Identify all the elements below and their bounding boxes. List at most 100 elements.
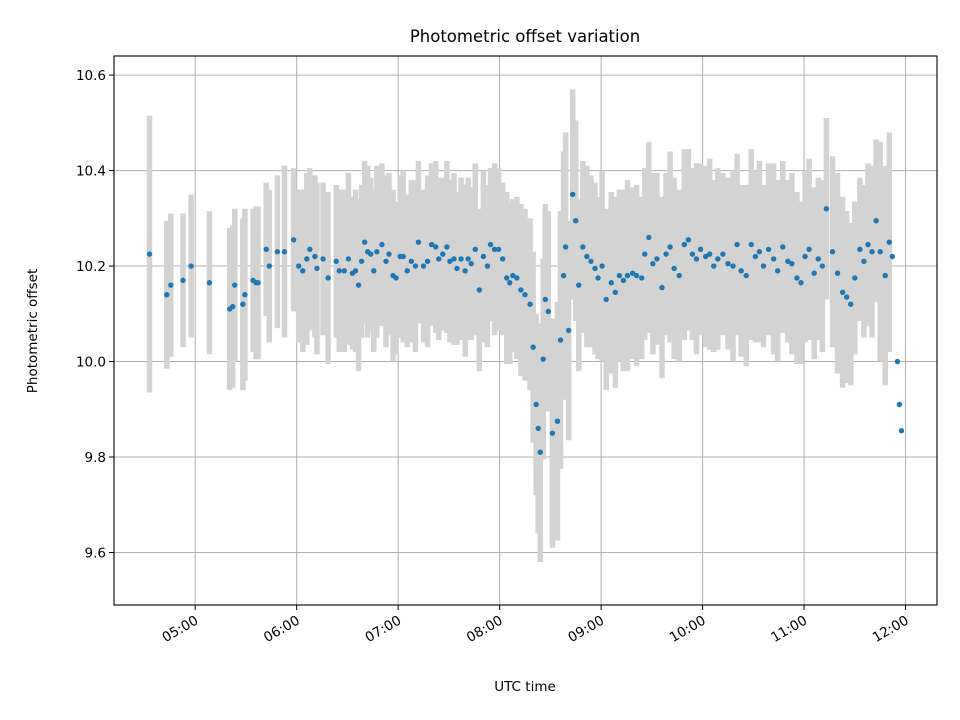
data-point — [898, 428, 905, 434]
data-point — [295, 263, 302, 269]
data-point — [839, 289, 846, 296]
data-point — [440, 251, 446, 257]
data-point — [518, 287, 524, 293]
data-point — [458, 256, 464, 262]
data-point — [263, 246, 269, 253]
data-point — [843, 294, 850, 300]
data-point — [358, 258, 365, 264]
data-point — [255, 280, 261, 286]
data-point — [667, 244, 673, 250]
chart-title: Photometric offset variation — [410, 27, 640, 46]
data-point — [638, 275, 645, 281]
data-point — [608, 280, 614, 286]
data-point — [436, 256, 442, 262]
data-point — [537, 449, 543, 455]
data-point — [681, 241, 688, 248]
data-point — [341, 268, 348, 274]
data-point — [829, 249, 836, 255]
data-point — [774, 268, 781, 274]
data-point — [554, 418, 561, 424]
data-point — [671, 265, 677, 272]
data-point — [240, 301, 246, 307]
data-point — [715, 256, 721, 262]
data-point — [603, 296, 609, 303]
y-tick-label: 10.4 — [76, 164, 106, 180]
data-point — [819, 263, 826, 269]
data-point — [535, 425, 541, 432]
data-point — [565, 327, 572, 334]
y-tick-label: 9.6 — [85, 545, 106, 561]
data-point — [612, 289, 619, 296]
data-point — [232, 282, 238, 288]
data-point — [320, 256, 326, 262]
data-point — [495, 246, 502, 253]
data-point — [760, 263, 767, 269]
data-point — [333, 258, 339, 264]
data-point — [383, 258, 389, 264]
data-point — [861, 258, 867, 264]
data-point — [650, 260, 656, 267]
data-point — [689, 251, 696, 257]
data-point — [300, 268, 306, 274]
data-point — [242, 291, 248, 298]
data-point — [834, 270, 841, 276]
data-point — [752, 253, 759, 260]
y-tick-label: 10.6 — [76, 68, 106, 84]
data-point — [815, 256, 821, 262]
data-point — [522, 291, 528, 298]
data-point — [794, 275, 800, 281]
data-point — [785, 258, 791, 264]
data-point — [725, 260, 731, 267]
data-point — [487, 241, 494, 248]
data-point — [408, 258, 415, 264]
data-point — [730, 263, 736, 269]
data-point — [765, 246, 772, 253]
data-points — [146, 191, 905, 455]
data-point — [823, 206, 830, 212]
y-tick-label: 9.8 — [85, 450, 106, 466]
data-point — [371, 268, 377, 274]
data-point — [624, 272, 631, 279]
data-point — [576, 282, 582, 288]
data-point — [312, 253, 318, 260]
data-point — [720, 251, 726, 257]
data-point — [530, 344, 536, 350]
data-point — [540, 356, 546, 362]
data-point — [432, 244, 439, 250]
data-point — [706, 251, 713, 257]
data-point — [206, 280, 213, 286]
data-point — [806, 246, 812, 253]
data-point — [361, 239, 368, 245]
data-point — [557, 337, 564, 343]
data-point — [504, 275, 510, 281]
plot-frame — [113, 55, 938, 606]
data-point — [886, 239, 893, 245]
data-point — [462, 268, 468, 274]
data-point — [266, 263, 272, 269]
x-axis-label: UTC time — [494, 679, 556, 695]
data-point — [865, 241, 871, 248]
data-point — [428, 241, 435, 248]
data-point — [685, 237, 692, 243]
data-point — [599, 263, 605, 269]
data-point — [852, 275, 858, 281]
data-point — [659, 284, 665, 291]
data-point — [374, 249, 380, 255]
data-point — [642, 251, 648, 257]
data-point — [514, 275, 520, 281]
data-point — [802, 253, 808, 260]
data-point — [451, 256, 457, 262]
data-point — [896, 401, 903, 408]
data-point — [848, 301, 854, 307]
data-point — [146, 251, 153, 257]
data-point — [584, 253, 590, 260]
data-point — [444, 244, 450, 250]
data-point — [307, 246, 313, 253]
data-point — [527, 301, 533, 307]
data-point — [702, 253, 709, 260]
data-point — [697, 246, 704, 253]
data-point — [336, 268, 342, 274]
data-point — [230, 303, 236, 310]
data-point — [386, 251, 392, 257]
